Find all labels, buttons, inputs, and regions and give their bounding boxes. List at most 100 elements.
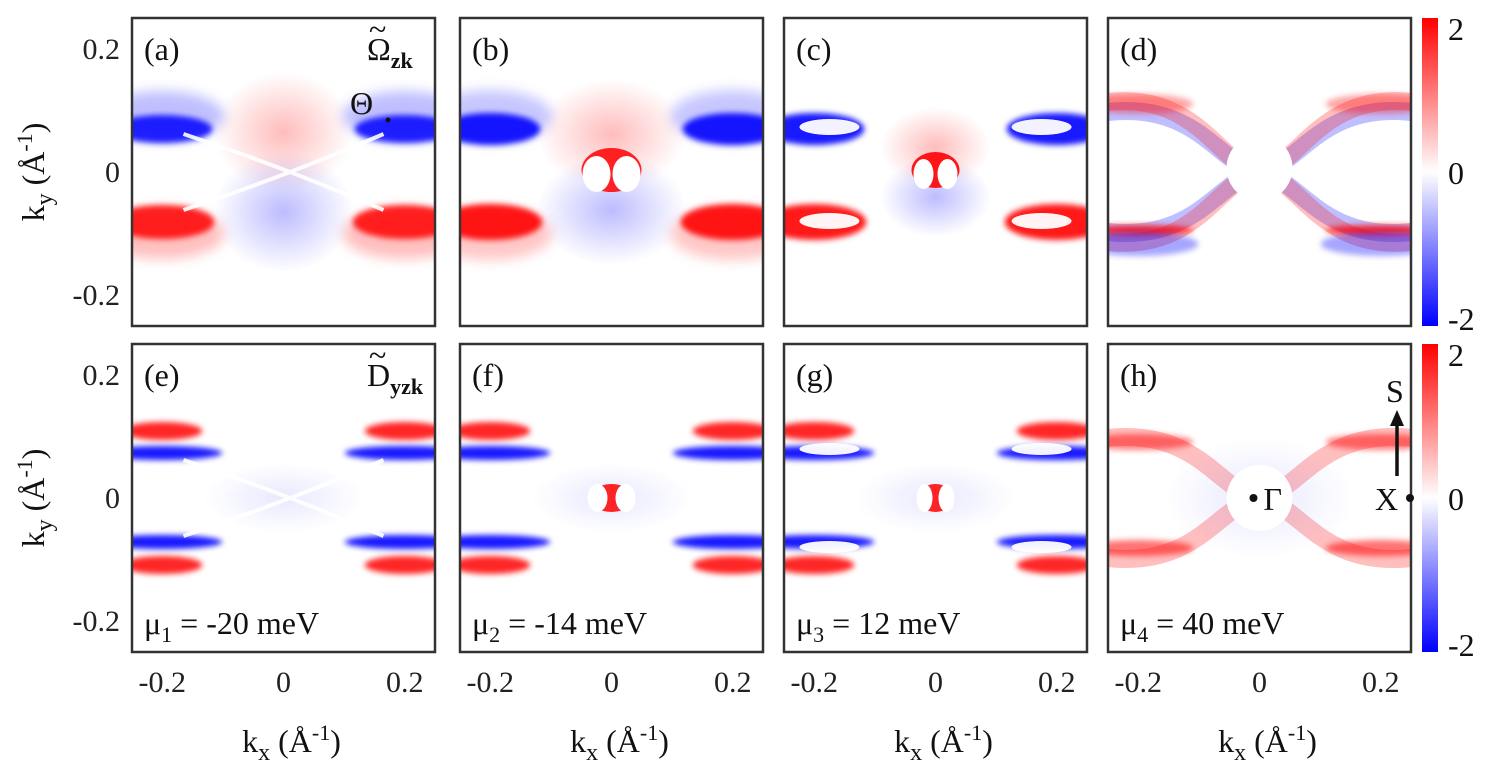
- center-haze-blue: [536, 155, 687, 265]
- panel-frame: [782, 16, 1089, 328]
- y-tick-label: 0.2: [83, 33, 121, 66]
- hole-bottom-left: [799, 541, 860, 553]
- theta-label: Θ: [350, 85, 373, 121]
- panel-frame: [1106, 16, 1413, 328]
- quantity-symbol: D: [367, 357, 390, 393]
- x-tick-label: 0.2: [1038, 666, 1076, 699]
- x-tick-label: 0.2: [1362, 666, 1400, 699]
- center-hole-left: [582, 156, 611, 192]
- red-halo-bottom-right: [670, 208, 763, 260]
- y-axis-open: (Å: [15, 152, 51, 194]
- red-band-top-left: [784, 422, 855, 440]
- panel-h: (h) μ4 = 40 meV Γ X S: [1106, 342, 1414, 654]
- red-edge-top-right: [1325, 94, 1411, 114]
- y-tick-label: -0.2: [73, 605, 121, 638]
- blue-band-top-right: [672, 446, 763, 460]
- heatmap-texture: [460, 79, 763, 265]
- mu-symbol: μ: [472, 605, 489, 641]
- axes-layer: 0.20-0.2ky (Å-1)0.20-0.2ky (Å-1)-0.2 0 0.2…: [12, 33, 1399, 766]
- quantity-label: Dyzk: [367, 357, 424, 399]
- colorbar-tick-label: -2: [1448, 627, 1475, 663]
- blue-band-top-right: [344, 446, 435, 460]
- quantity-tilde: ~: [369, 337, 386, 373]
- mu-symbol: μ: [1120, 605, 1137, 641]
- quantity-label: Ωzk: [367, 31, 414, 73]
- x-axis-close: ): [982, 723, 993, 759]
- mu-value: = 12 meV: [824, 605, 960, 641]
- y-axis-main: k: [15, 531, 51, 547]
- blue-band-bottom-right: [672, 535, 763, 549]
- x-axis-main: k: [570, 723, 586, 759]
- hole-top-right: [1011, 443, 1072, 455]
- red-edge-bottom-right: [1325, 540, 1411, 556]
- panel-tag: (b): [472, 31, 509, 67]
- panel-c: (c): [782, 16, 1089, 328]
- x-axis-close: ): [330, 723, 341, 759]
- x-tick-label: -0.2: [139, 666, 187, 699]
- red-band-bottom-right: [364, 556, 435, 574]
- panel-tag: (d): [1120, 31, 1157, 67]
- mu-value: = -14 meV: [500, 605, 647, 641]
- y-tick-label: -0.2: [73, 279, 121, 312]
- x-tick-label: 0: [928, 666, 943, 699]
- x-axis-main: k: [1218, 723, 1234, 759]
- x-axis-open: (Å: [270, 723, 312, 759]
- y-axis-sup: -1: [12, 133, 37, 151]
- theta-point: [385, 117, 391, 123]
- panel-tag: (a): [144, 31, 180, 67]
- blue-band-bottom-right: [344, 535, 435, 549]
- red-band-top-right: [692, 422, 763, 440]
- mu-subscript: 1: [161, 622, 172, 647]
- x-axis-title: kx (Å-1): [1218, 720, 1317, 766]
- x-axis-sub: x: [1234, 740, 1246, 766]
- y-axis-sub: y: [32, 193, 58, 205]
- blue-edge-bottom-right: [1320, 232, 1411, 256]
- blue-band-bottom-left: [460, 535, 551, 549]
- red-halo-bottom-left: [132, 209, 225, 259]
- center-hole-left: [913, 159, 934, 189]
- x-axis-title: kx (Å-1): [242, 720, 341, 766]
- colorbar-tick-label: 2: [1448, 11, 1464, 47]
- blue-halo-top-left: [132, 91, 225, 141]
- hole-top-left: [799, 119, 860, 135]
- panel-tag: (g): [796, 357, 833, 393]
- panel-e: (e) ~Dyzk μ1 = -20 meV: [130, 337, 437, 654]
- panel-f: (f) μ2 = -14 meV: [458, 342, 765, 654]
- x-axis-open: (Å: [598, 723, 640, 759]
- crossing-arcs: [182, 132, 385, 212]
- point-label-gamma: Γ: [1264, 481, 1283, 517]
- y-axis-title: ky (Å-1): [12, 123, 58, 222]
- x-axis-open: (Å: [1246, 723, 1288, 759]
- red-band-top-left: [460, 422, 531, 440]
- colorbar-tick-label: -2: [1448, 301, 1475, 337]
- red-edge-top-right: [1325, 434, 1411, 450]
- x-tick-label: 0.2: [386, 666, 424, 699]
- colorbar-2: [1422, 344, 1438, 652]
- y-tick-label: 0: [105, 156, 120, 189]
- mu-label: μ4 = 40 meV: [1120, 605, 1284, 647]
- panel-d: (d): [1106, 16, 1413, 328]
- center-disc: [1226, 135, 1293, 201]
- x-axis-sup: -1: [312, 720, 330, 745]
- center-haze-red: [536, 79, 687, 189]
- panel-frame: [458, 16, 765, 328]
- blue-halo-top-right: [342, 91, 435, 141]
- hole-bottom-right: [1011, 213, 1072, 229]
- quantity-tilde: ~: [369, 11, 386, 47]
- x-axis-sub: x: [910, 740, 922, 766]
- panel-tag: (c): [796, 31, 832, 67]
- heatmap-texture: [460, 422, 763, 574]
- mu-label: μ1 = -20 meV: [144, 605, 319, 647]
- red-band-bottom-left: [784, 556, 855, 574]
- panel-frame: [130, 342, 437, 654]
- red-band-bottom-left: [460, 556, 531, 574]
- y-axis-close: ): [15, 449, 51, 460]
- center-hole-right: [938, 484, 955, 512]
- panel-g: (g) μ3 = 12 meV: [782, 342, 1089, 654]
- point-label-X: X: [1375, 481, 1398, 517]
- x-tick-label: -0.2: [467, 666, 515, 699]
- red-edge-top-left: [1108, 434, 1194, 450]
- panel-tag: (h): [1120, 357, 1157, 393]
- hole-bottom-right: [1011, 541, 1072, 553]
